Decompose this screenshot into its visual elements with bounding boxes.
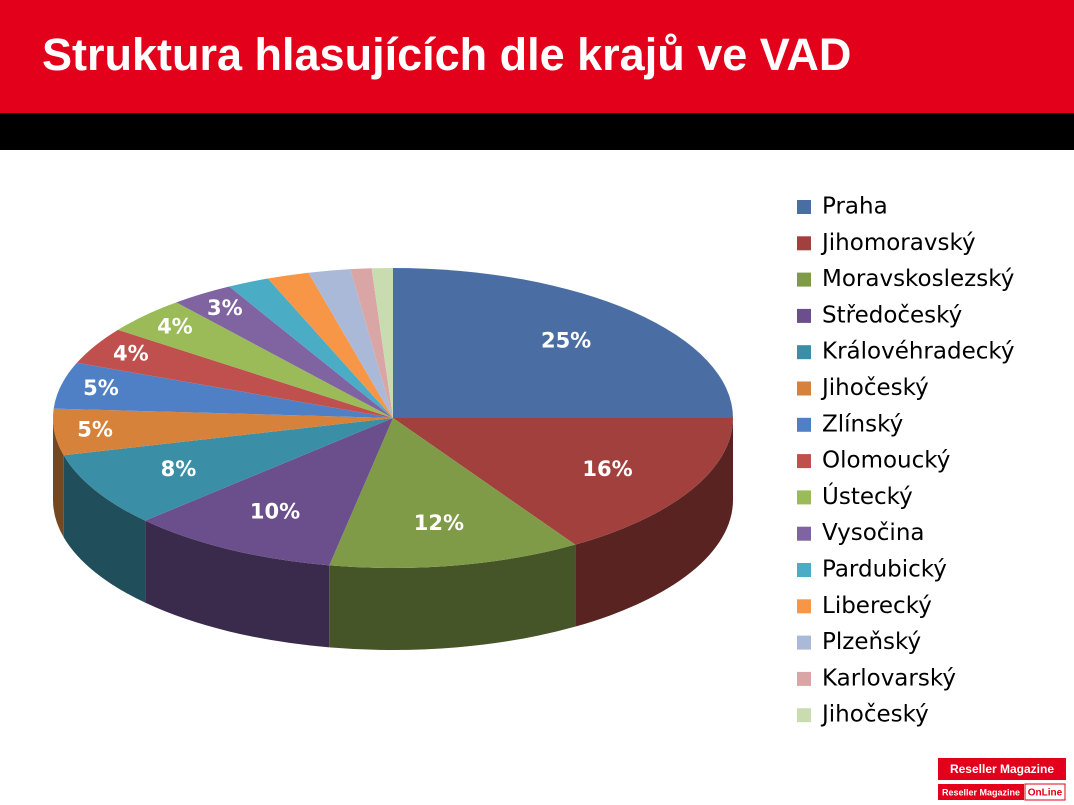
data-label: 8% <box>161 457 197 481</box>
legend-swatch <box>797 417 811 432</box>
data-label: 1% <box>352 253 372 267</box>
legend-label: Jihočeský <box>820 702 929 728</box>
legend-swatch <box>797 308 811 323</box>
slice-side <box>63 455 146 603</box>
legend-swatch <box>797 671 811 686</box>
data-label: 2% <box>241 263 270 283</box>
slice <box>393 268 733 418</box>
legend-label: Středočeský <box>822 302 962 328</box>
slice <box>329 418 576 568</box>
slice <box>117 302 394 418</box>
legend-label: Zlínský <box>822 411 903 437</box>
title-banner <box>0 0 1074 113</box>
slice <box>229 278 393 418</box>
slice-side <box>145 520 330 648</box>
slice <box>53 362 394 418</box>
legend-label: Moravskoslezský <box>822 266 1014 292</box>
logo-badge-text: OnLine <box>1028 788 1063 799</box>
logo-text: Reseller Magazine <box>942 787 1020 797</box>
data-label: 5% <box>83 376 119 400</box>
title-underbar <box>0 113 1074 150</box>
legend-swatch <box>797 490 811 505</box>
legend-swatch <box>797 454 811 469</box>
legend-label: Ústecký <box>822 482 913 510</box>
slide-title: Struktura hlasujících dle krajů ve VAD <box>42 29 851 80</box>
slice <box>371 268 393 418</box>
legend-swatch <box>797 272 811 287</box>
legend: Praha Jihomoravský Moravskoslezský Středoče… <box>797 194 1015 728</box>
data-label: 3% <box>207 296 243 320</box>
slice <box>267 272 393 418</box>
slice <box>63 418 393 521</box>
logo-box <box>938 784 1024 800</box>
slice <box>76 329 394 418</box>
legend-label: Královéhradecký <box>822 339 1015 365</box>
slice <box>308 269 393 418</box>
logo-text: Reseller Magazine <box>950 762 1054 776</box>
data-label: 2% <box>279 256 308 276</box>
logo-box <box>938 758 1066 780</box>
slice <box>176 286 393 418</box>
data-label: 4% <box>113 341 149 365</box>
data-label: 12% <box>414 511 464 535</box>
legend-swatch <box>797 345 811 360</box>
data-label: 25% <box>541 329 591 353</box>
slice-side <box>329 544 576 650</box>
slice <box>350 268 393 418</box>
legend-label: Plzeňský <box>822 629 921 655</box>
slice-side <box>53 418 64 538</box>
data-label: 5% <box>77 417 113 441</box>
data-label: 2% <box>318 252 347 272</box>
legend-label: Jihomoravský <box>820 230 976 256</box>
logo-badge <box>1024 783 1066 801</box>
legend-swatch <box>797 526 811 541</box>
legend-swatch <box>797 236 811 251</box>
legend-swatch <box>797 599 811 614</box>
slice <box>145 418 393 566</box>
pie-chart: 25% 16% 12% 10% 8% 5% 5% 4% 4% 3% 2% 2% 2% 1% 1% <box>52 252 733 650</box>
legend-label: Karlovarský <box>822 665 956 691</box>
legend-label: Pardubický <box>822 557 947 583</box>
legend-label: Liberecký <box>822 593 932 619</box>
legend-label: Olomoucký <box>822 448 950 474</box>
data-label: 1% <box>373 252 393 266</box>
legend-swatch <box>797 708 811 723</box>
slice <box>393 418 733 545</box>
legend-label: Vysočina <box>822 520 925 546</box>
legend-swatch <box>797 381 811 396</box>
legend-swatch <box>797 635 811 650</box>
legend-label: Praha <box>822 194 888 220</box>
data-label: 10% <box>250 500 300 524</box>
legend-swatch <box>797 563 811 577</box>
slice-side <box>575 418 733 627</box>
data-label: 16% <box>582 457 632 481</box>
legend-label: Jihočeský <box>820 375 929 401</box>
legend-swatch <box>797 200 811 214</box>
slice <box>52 408 393 456</box>
data-label: 4% <box>157 315 193 339</box>
